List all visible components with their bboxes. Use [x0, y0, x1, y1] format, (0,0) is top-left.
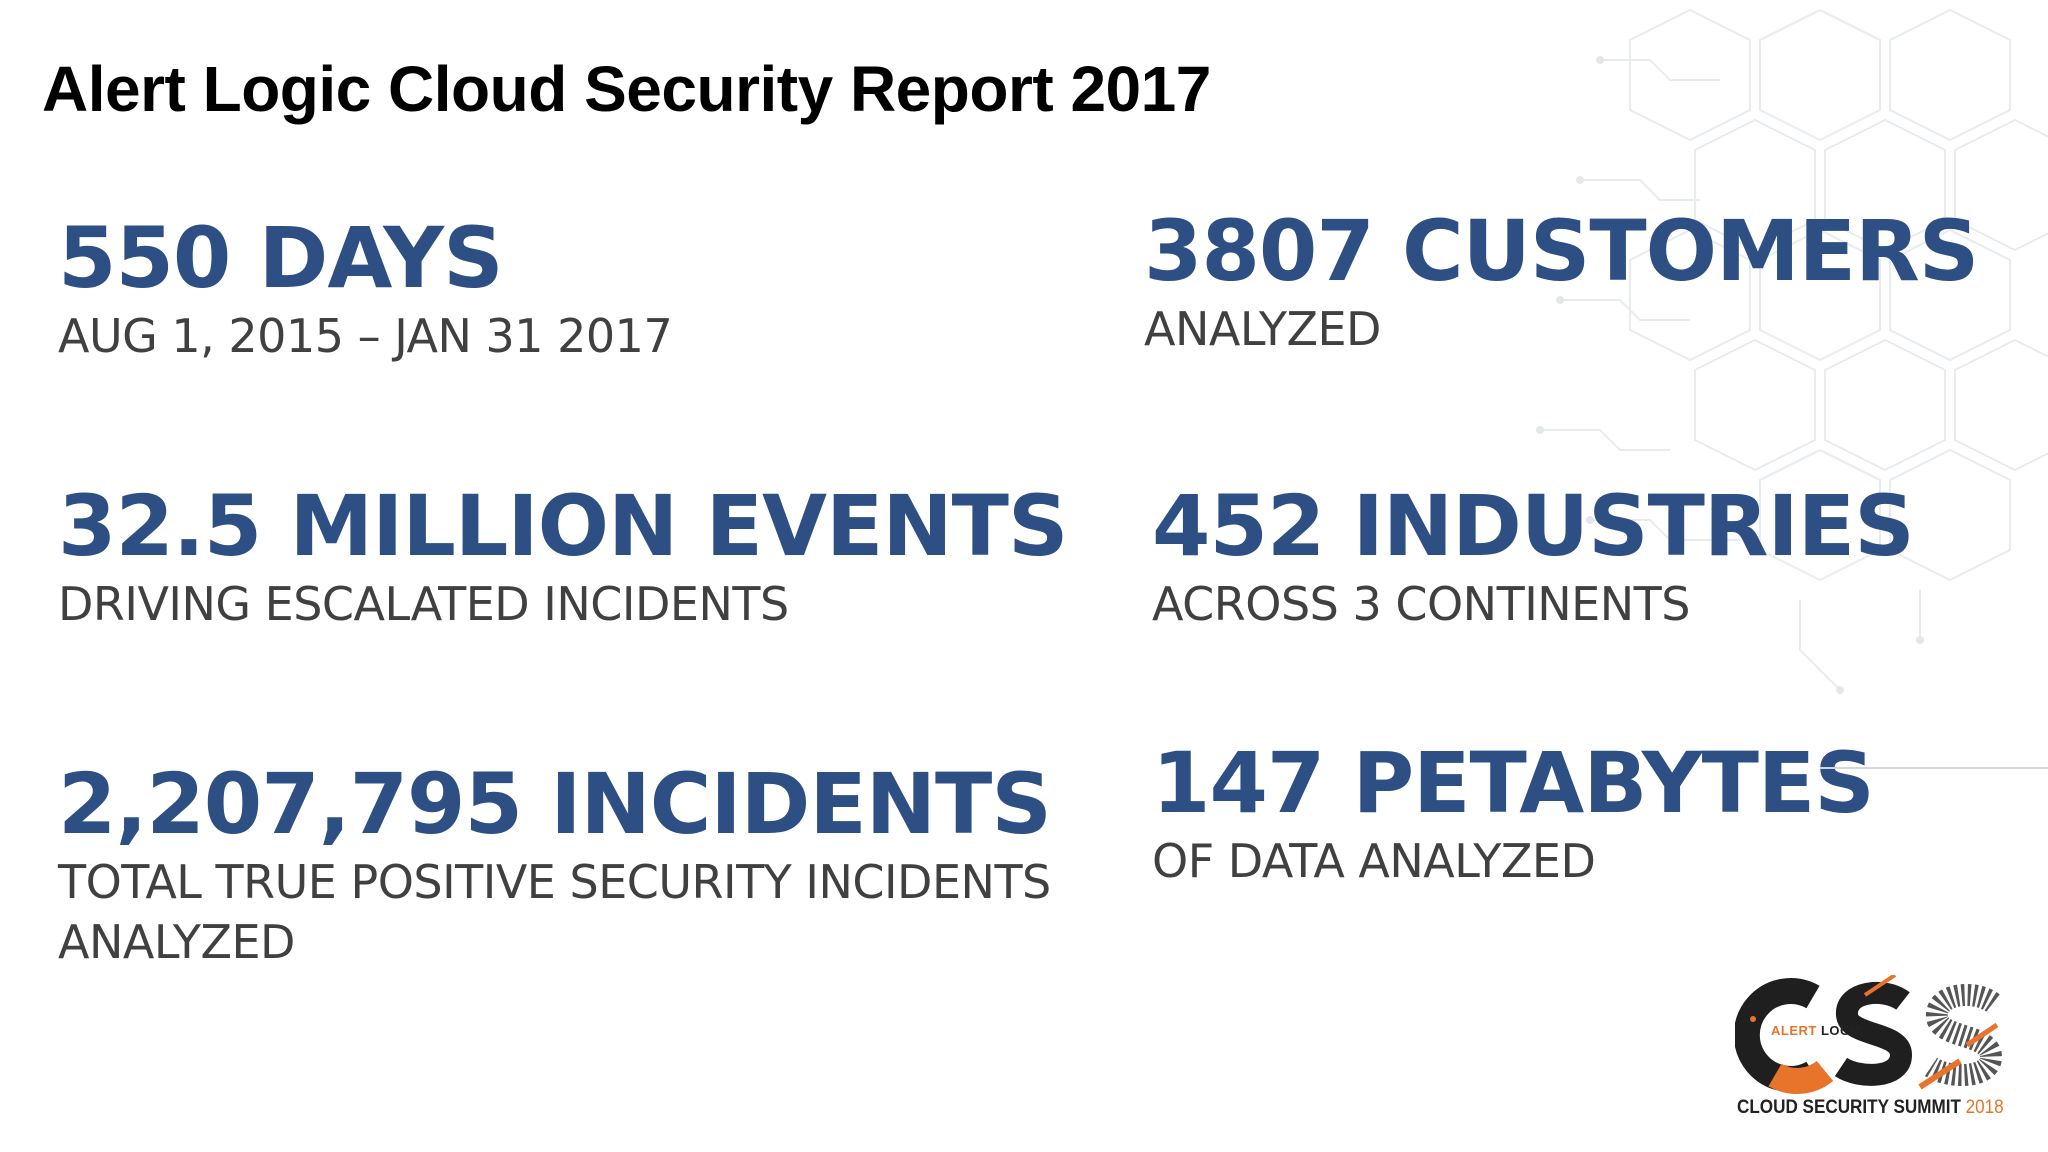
stat-incidents-sub-line1: TOTAL TRUE POSITIVE SECURITY INCIDENTS — [58, 855, 1051, 909]
stat-petabytes-headline: 147 PETABYTES — [1152, 734, 1875, 832]
stat-events-sub: DRIVING ESCALATED INCIDENTS — [58, 577, 789, 631]
stat-industries-sub: ACROSS 3 CONTINENTS — [1152, 577, 1690, 631]
stat-events-headline: 32.5 MILLION EVENTS — [58, 477, 1068, 575]
logo-tagline-text: CLOUD SECURITY SUMMIT — [1737, 1097, 1961, 1118]
stat-customers: 3807 CUSTOMERS ANALYZED — [1144, 202, 1979, 359]
stat-customers-sub: ANALYZED — [1144, 302, 1381, 356]
divider-line — [1820, 767, 2048, 769]
stat-events: 32.5 MILLION EVENTS DRIVING ESCALATED IN… — [58, 477, 1068, 634]
logo-brand-logic: LOGIC — [1820, 1023, 1865, 1038]
logo-brand-text: ALERT LOGIC — [1771, 1023, 1865, 1038]
stat-days-sub: AUG 1, 2015 – JAN 31 2017 — [58, 309, 673, 363]
stat-incidents-sub-line2: ANALYZED — [58, 915, 295, 969]
stat-days-headline: 550 DAYS — [58, 209, 504, 307]
stat-industries: 452 INDUSTRIES ACROSS 3 CONTINENTS — [1152, 477, 1915, 634]
stat-incidents: 2,207,795 INCIDENTS TOTAL TRUE POSITIVE … — [58, 755, 1052, 972]
stat-industries-headline: 452 INDUSTRIES — [1152, 477, 1915, 575]
logo-brand-alert: ALERT — [1771, 1023, 1817, 1038]
circuit-background-pattern — [1536, 8, 2048, 694]
stat-petabytes: 147 PETABYTES OF DATA ANALYZED — [1152, 734, 1875, 891]
stat-days: 550 DAYS AUG 1, 2015 – JAN 31 2017 — [58, 209, 673, 366]
stat-customers-headline: 3807 CUSTOMERS — [1144, 202, 1979, 300]
logo-tagline: CLOUD SECURITY SUMMIT 2018 — [1737, 1097, 2004, 1119]
stat-petabytes-sub: OF DATA ANALYZED — [1152, 834, 1596, 888]
css-logo-icon — [1735, 975, 2003, 1094]
logo-year: 2018 — [1965, 1097, 2004, 1118]
css-summit-logo: ALERT LOGIC CLOUD SECURITY SUMMIT 2018 — [1735, 975, 2010, 1123]
stat-incidents-headline: 2,207,795 INCIDENTS — [58, 755, 1052, 853]
slide-title: Alert Logic Cloud Security Report 2017 — [42, 53, 1211, 125]
